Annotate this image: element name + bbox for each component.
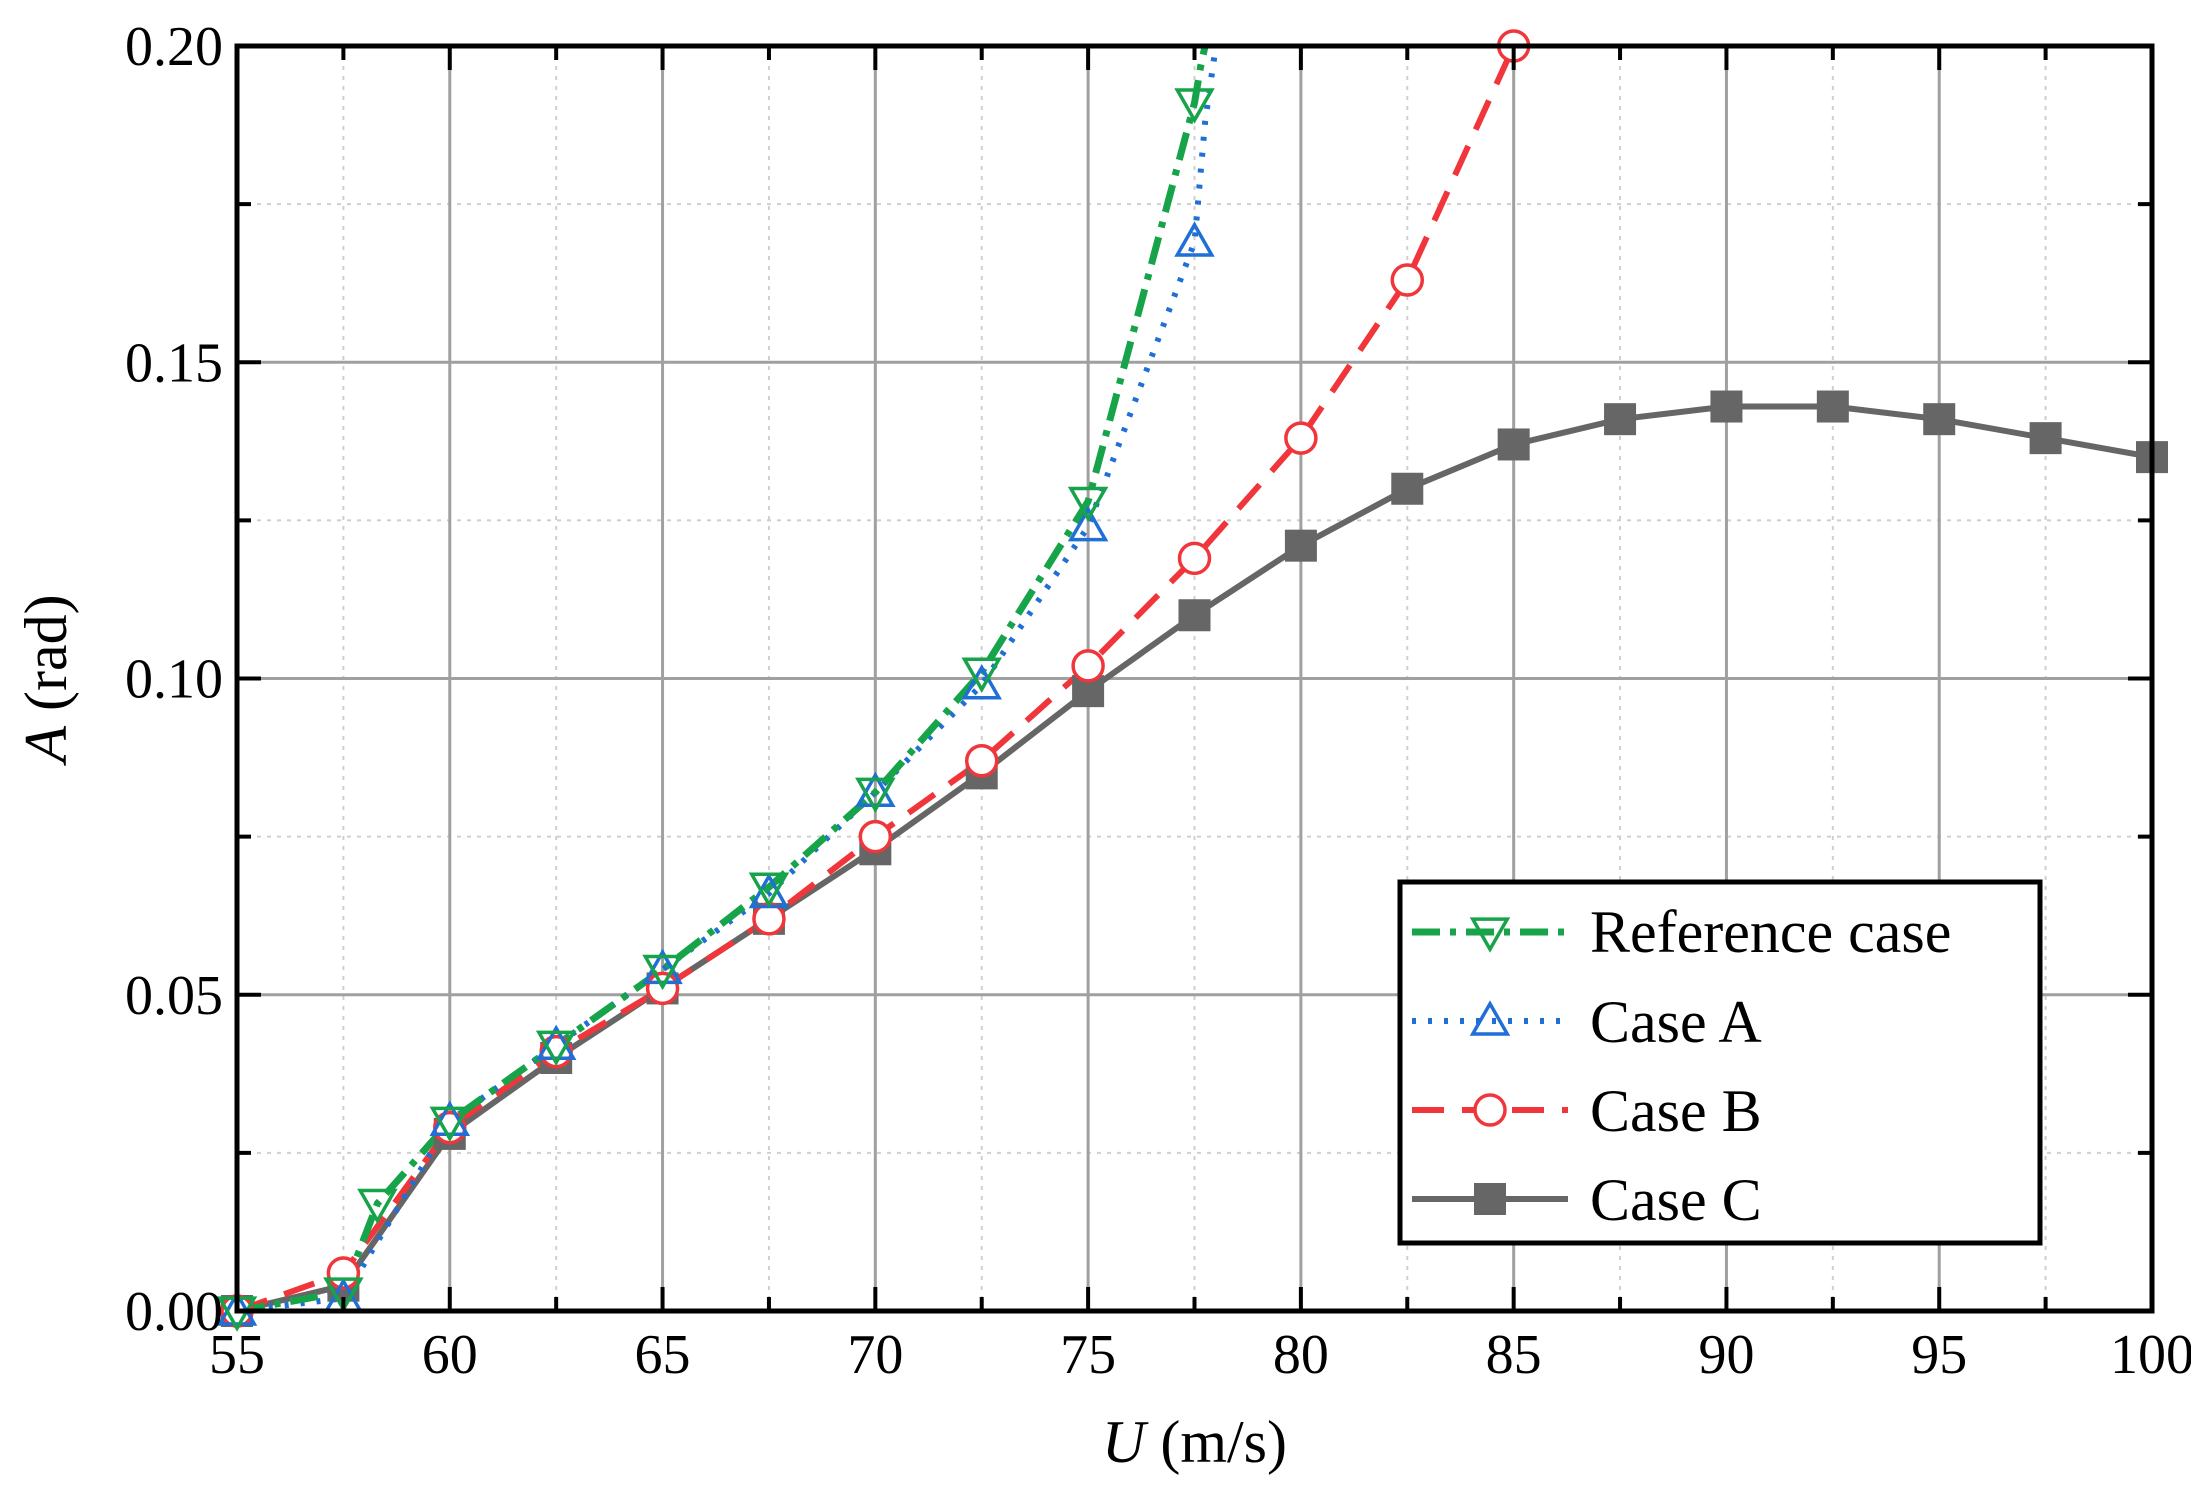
data-point-case-a — [535, 1024, 577, 1061]
legend-label-reference-case: Reference case — [1590, 899, 1951, 965]
data-point-reference-case — [855, 777, 896, 814]
x-tick-label: 90 — [1698, 1324, 1754, 1386]
data-point-reference-case — [1174, 88, 1215, 124]
axis-ticks — [235, 44, 2154, 1313]
data-point-case-a — [855, 771, 896, 808]
legend-marker-reference-case — [1469, 917, 1511, 953]
data-point-case-b — [858, 819, 893, 854]
data-point-case-c — [1604, 403, 1637, 436]
data-point-case-b — [1071, 649, 1105, 683]
data-point-reference-case — [961, 657, 1002, 693]
data-point-reference-case — [535, 1030, 577, 1067]
y-tick-labels: 0.00 0.05 0.10 0.15 0.20 — [125, 16, 223, 1343]
y-tick-label: 0.10 — [125, 649, 223, 711]
data-point-case-b — [1284, 421, 1318, 455]
data-point-case-b — [964, 743, 999, 778]
x-tick-labels: 55 60 65 70 75 80 85 90 95 100 — [209, 1324, 2191, 1386]
x-tick-label: 75 — [1060, 1324, 1116, 1386]
data-point-case-c — [2029, 422, 2062, 455]
x-axis-title: U (m/s) — [1102, 1409, 1287, 1475]
y-tick-label: 0.20 — [125, 16, 223, 78]
data-point-case-c — [1391, 472, 1424, 505]
legend: Reference case Case A Case B Case C — [1397, 879, 2043, 1246]
legend-marker-case-c — [1474, 1183, 1506, 1215]
data-point-case-a — [1174, 221, 1215, 257]
data-point-case-a — [429, 1100, 471, 1136]
data-point-case-a — [642, 948, 683, 985]
x-tick-label: 65 — [635, 1324, 691, 1386]
series-line-reference-case — [237, 46, 1209, 1311]
x-tick-label: 60 — [422, 1324, 478, 1386]
y-axis-symbol: A — [13, 726, 79, 767]
legend-marker-case-b — [1473, 1093, 1507, 1127]
x-tick-label: 70 — [847, 1324, 903, 1386]
data-point-reference-case — [429, 1106, 471, 1143]
legend-label-case-a: Case A — [1590, 989, 1762, 1055]
data-point-reference-case — [1067, 486, 1109, 523]
x-tick-label: 95 — [1911, 1324, 1967, 1386]
x-axis-symbol: U — [1102, 1409, 1149, 1475]
x-axis-unit: (m/s) — [1145, 1409, 1287, 1475]
y-tick-label: 0.05 — [125, 965, 223, 1027]
legend-label-case-b: Case B — [1590, 1078, 1762, 1144]
y-axis-unit: (rad) — [13, 594, 79, 726]
data-point-case-c — [1497, 428, 1530, 461]
data-point-case-c — [1178, 599, 1211, 632]
data-point-case-a — [961, 664, 1002, 700]
x-tick-label: 80 — [1273, 1324, 1329, 1386]
data-point-case-c — [1710, 390, 1743, 423]
data-point-case-b — [1390, 263, 1425, 297]
x-tick-label: 85 — [1486, 1324, 1542, 1386]
data-point-case-c — [1923, 403, 1956, 436]
x-tick-label: 55 — [209, 1324, 265, 1386]
data-point-reference-case — [748, 872, 790, 909]
data-point-reference-case — [357, 1188, 398, 1225]
y-tick-label: 0.00 — [125, 1281, 223, 1343]
data-point-case-b — [752, 902, 786, 936]
legend-label-case-c: Case C — [1590, 1167, 1762, 1233]
data-point-reference-case — [642, 954, 683, 991]
data-point-case-c — [1816, 390, 1849, 423]
data-point-case-c — [1072, 675, 1105, 708]
data-point-case-a — [1067, 505, 1109, 542]
data-point-case-c — [1284, 529, 1317, 562]
data-point-case-b — [1177, 541, 1212, 576]
legend-samples — [1412, 917, 1568, 1215]
legend-marker-case-a — [1469, 1000, 1511, 1036]
y-tick-label: 0.15 — [125, 332, 223, 394]
legend-box — [1397, 879, 2043, 1246]
y-axis-title: A (rad) — [13, 594, 79, 766]
x-tick-label: 100 — [2110, 1324, 2191, 1386]
data-point-reference-case — [323, 1277, 364, 1313]
